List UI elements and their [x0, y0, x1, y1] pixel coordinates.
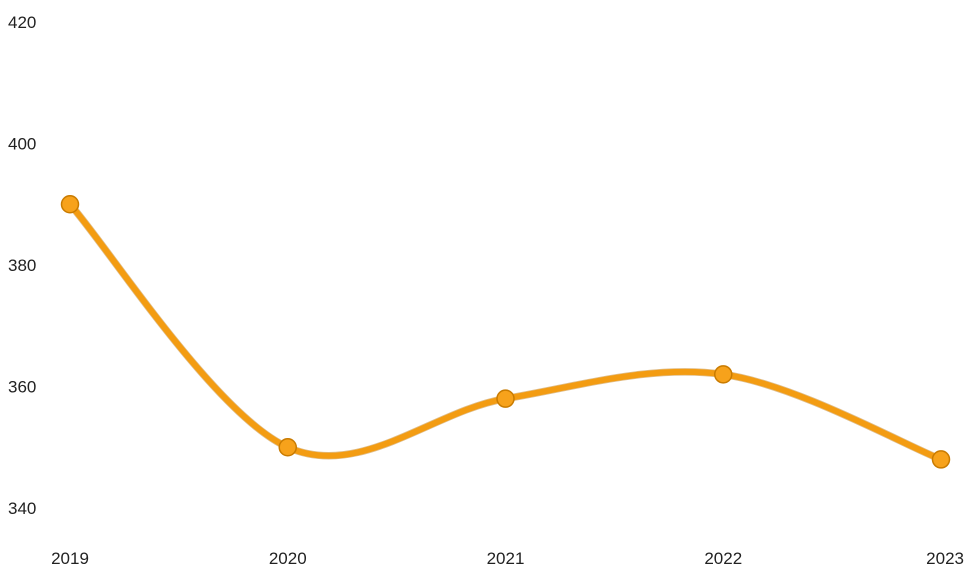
series-layer: [60, 195, 951, 469]
y-tick-label: 380: [8, 256, 36, 275]
data-point[interactable]: [714, 365, 733, 384]
x-tick-label: 2019: [51, 549, 89, 568]
y-tick-label: 340: [8, 499, 36, 518]
x-tick-label: 2021: [487, 549, 525, 568]
x-tick-label: 2022: [704, 549, 742, 568]
x-tick-label: 2023: [926, 549, 964, 568]
data-point[interactable]: [278, 438, 297, 457]
y-tick-label: 400: [8, 135, 36, 154]
y-tick-label: 420: [8, 13, 36, 32]
series-line-outline: [66, 200, 945, 464]
x-axis-tick-labels: 2019 2020 2021 2022 2023: [51, 549, 964, 568]
x-tick-label: 2020: [269, 549, 307, 568]
data-point[interactable]: [496, 389, 515, 408]
y-axis-tick-labels: 420 400 380 360 340: [8, 13, 36, 518]
data-point[interactable]: [931, 450, 951, 469]
series-line: [67, 201, 944, 463]
data-point[interactable]: [60, 195, 80, 214]
y-tick-label: 360: [8, 378, 36, 397]
